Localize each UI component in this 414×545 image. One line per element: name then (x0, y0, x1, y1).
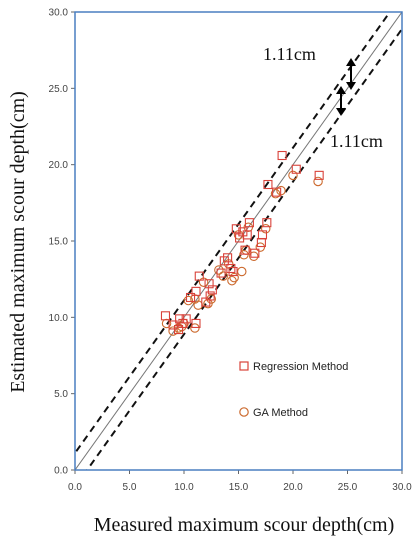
x-tick-label: 5.0 (123, 482, 137, 493)
regression-point (191, 286, 201, 296)
regression-point (263, 179, 273, 190)
upper-bound (75, 12, 392, 455)
ga-point (161, 318, 172, 329)
ga-point (183, 295, 194, 306)
ga-point (206, 294, 217, 304)
ga-point (227, 275, 237, 286)
regression-point (291, 164, 301, 174)
legend-square-marker (239, 361, 249, 371)
y-tick-label: 0.0 (54, 466, 68, 477)
y-tick-label: 30.0 (49, 8, 69, 19)
regression-point (168, 320, 178, 330)
ga-point (288, 170, 298, 181)
ga-point (249, 251, 259, 262)
regression-point (207, 285, 217, 295)
regression-point (277, 150, 287, 161)
offset-arrow-upper (346, 58, 356, 90)
legend-circle-marker (239, 407, 249, 417)
regression-point (272, 187, 282, 197)
regression-point (216, 268, 226, 278)
y-tick-label: 10.0 (49, 313, 69, 324)
regression-point (175, 314, 185, 324)
ga-point (193, 300, 203, 310)
ga-point (313, 176, 323, 187)
axis-ticks: 0.0 5.0 10.0 15.0 20.0 25.0 30.0 0.0 5.0 10.0 15.0… (49, 8, 413, 494)
reference-lines (75, 12, 402, 470)
offset-arrow-lower (336, 86, 346, 116)
legend-label-ga: GA Method (253, 407, 308, 419)
x-tick-label: 20.0 (283, 482, 303, 493)
ga-point (218, 271, 228, 281)
regression-point (160, 311, 171, 321)
legend: Regression Method GA Method (239, 361, 348, 419)
ga-point (229, 272, 239, 283)
ga-method-points (161, 170, 323, 336)
y-tick-label: 15.0 (49, 237, 69, 248)
x-tick-label: 10.0 (174, 482, 194, 493)
ga-point (239, 249, 249, 260)
regression-point (223, 253, 233, 263)
ga-point (237, 266, 247, 277)
annotation-upper: 1.11cm (263, 44, 316, 64)
x-tick-label: 25.0 (338, 482, 358, 493)
regression-point (257, 230, 268, 240)
x-tick-label: 30.0 (392, 482, 412, 493)
ga-point (190, 323, 200, 333)
regression-point (226, 263, 236, 274)
regression-point (231, 224, 241, 234)
legend-item-ga: GA Method (239, 407, 308, 419)
regression-point (262, 218, 272, 228)
regression-point (178, 318, 188, 328)
ga-point (214, 265, 224, 275)
regression-point (244, 218, 254, 228)
regression-point (204, 279, 214, 289)
plot-frame (74, 11, 403, 471)
lower-bound (85, 27, 402, 470)
legend-label-regression: Regression Method (253, 361, 348, 373)
ga-point (270, 188, 281, 199)
x-tick-label: 0.0 (68, 482, 82, 493)
regression-method-points (160, 150, 324, 335)
regression-point (240, 245, 250, 255)
regression-point (185, 292, 196, 303)
regression-point (242, 230, 252, 240)
x-axis-title: Measured maximum scour depth(cm) (94, 514, 394, 536)
ga-point (243, 222, 254, 233)
regression-point (219, 256, 229, 266)
regression-point (194, 271, 204, 281)
y-axis-title: Estimated maximum scour depth(cm) (7, 91, 29, 393)
ga-point (168, 326, 178, 336)
line-of-equality (75, 12, 402, 470)
regression-point (205, 291, 215, 301)
ga-point (260, 224, 271, 234)
regression-point (228, 266, 238, 277)
regression-point (250, 248, 260, 258)
regression-point (191, 318, 201, 328)
regression-point (181, 314, 191, 324)
y-tick-label: 20.0 (49, 160, 69, 171)
y-tick-label: 25.0 (49, 84, 69, 95)
legend-item-regression: Regression Method (239, 361, 348, 373)
x-tick-label: 15.0 (229, 482, 249, 493)
annotation-lower: 1.11cm (330, 131, 383, 151)
ga-point (255, 242, 266, 252)
y-tick-label: 5.0 (54, 389, 68, 400)
regression-point (314, 170, 324, 180)
